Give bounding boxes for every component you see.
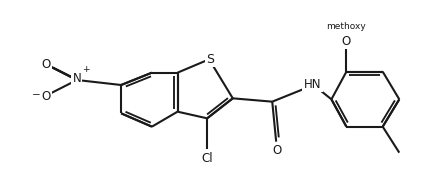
Text: −: − [32, 90, 40, 100]
Text: Cl: Cl [201, 152, 213, 165]
Text: HN: HN [304, 78, 322, 90]
Text: O: O [42, 89, 51, 103]
Text: O: O [273, 144, 282, 157]
Text: O: O [342, 35, 351, 48]
Text: O: O [42, 57, 51, 70]
Text: S: S [206, 53, 214, 66]
Text: N: N [72, 73, 81, 85]
Text: methoxy: methoxy [326, 22, 366, 31]
Text: +: + [82, 65, 89, 74]
